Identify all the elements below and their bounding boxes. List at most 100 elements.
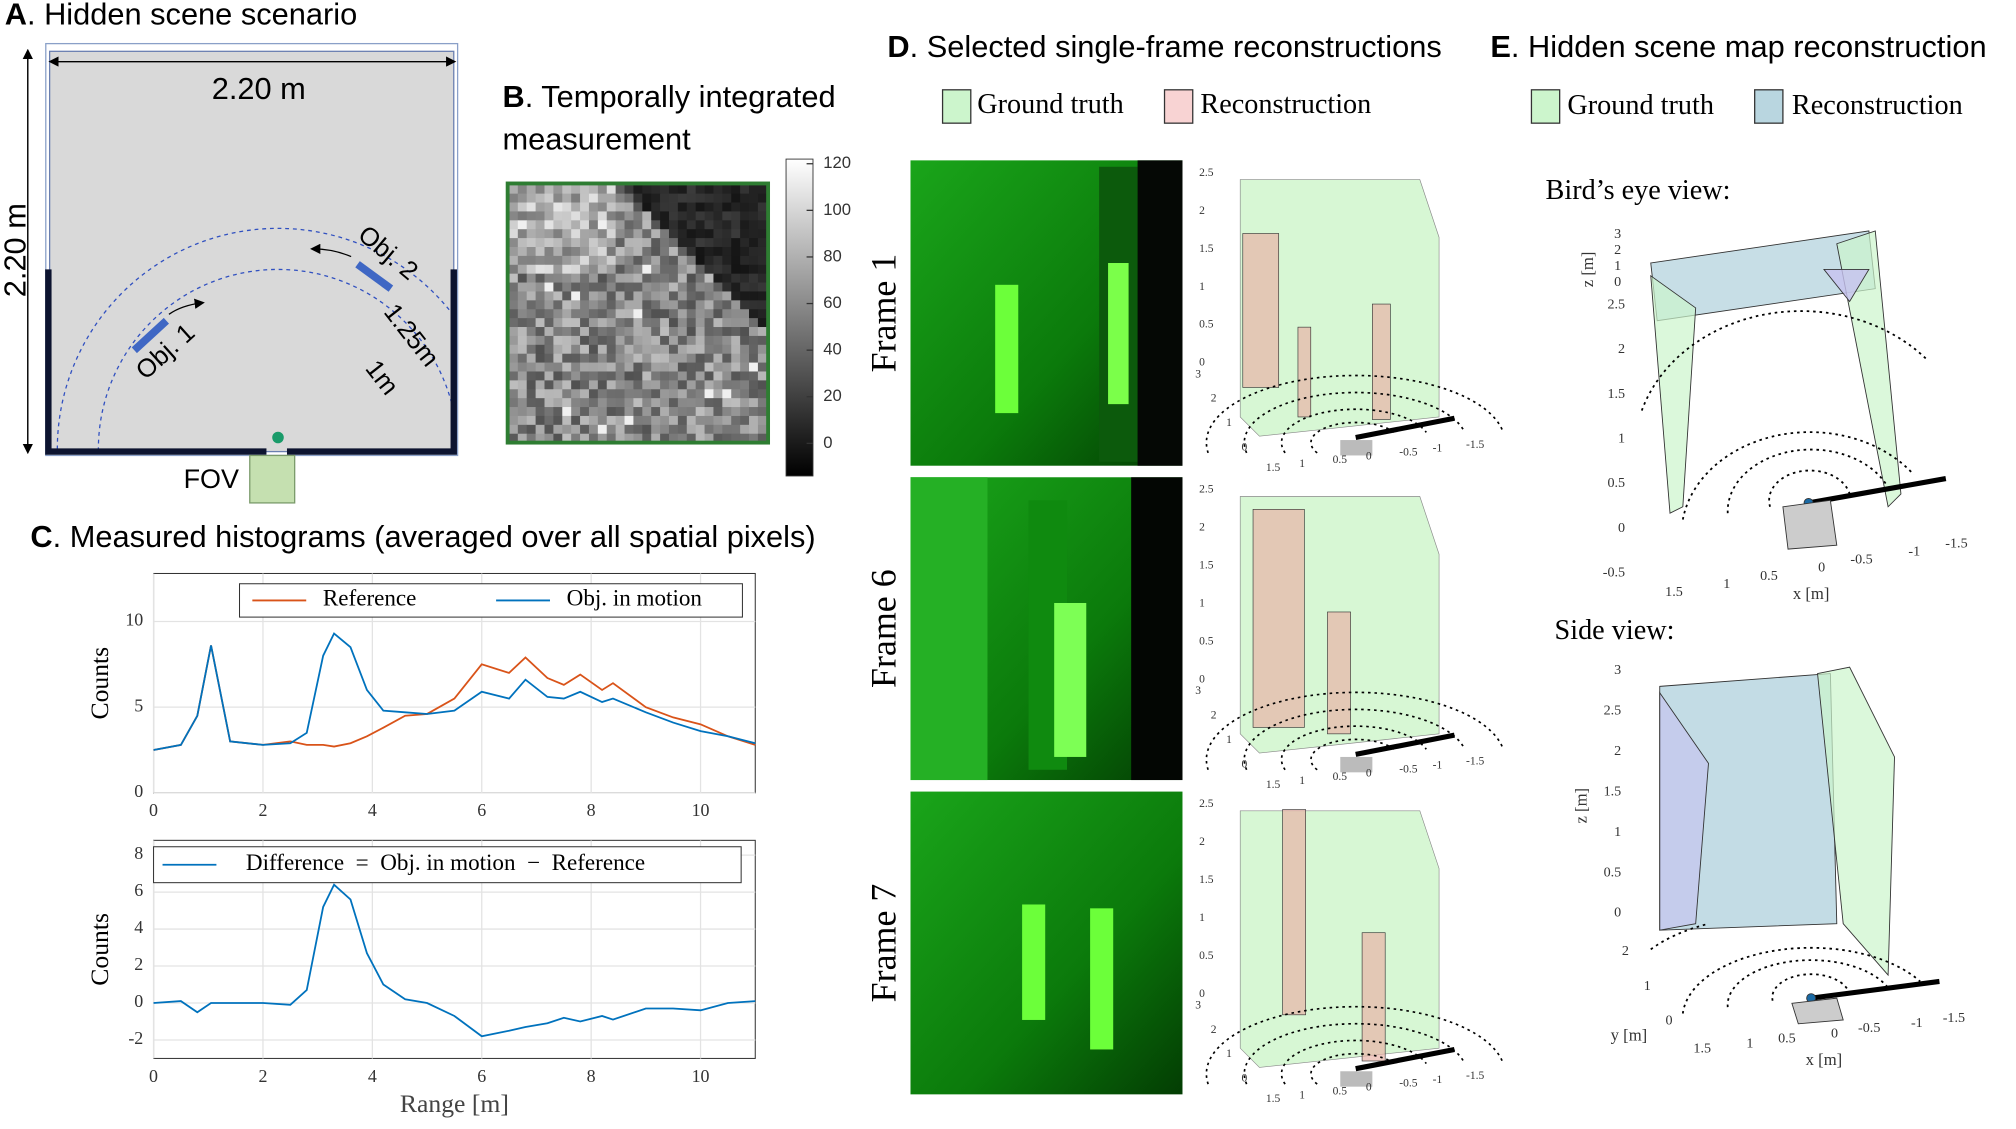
image-pixel [651,424,661,435]
image-pixel [704,184,714,195]
x-tick-label: 2 [258,800,267,820]
image-pixel [757,327,768,337]
image-pixel [544,238,554,248]
x-tick-label: 0 [1818,560,1825,576]
image-pixel [588,353,599,363]
y-tick-label: 0 [1241,758,1247,770]
image-pixel [749,193,759,203]
image-pixel [633,300,643,310]
range-arc [1243,708,1466,771]
image-pixel [713,300,723,310]
image-pixel [597,371,608,381]
y-tick-label: 5 [134,695,143,715]
image-pixel [624,229,634,239]
image-pixel [535,184,545,195]
image-pixel [660,220,670,230]
image-pixel [526,291,536,301]
image-pixel [508,415,519,426]
image-pixel [686,362,697,372]
legend-swatch [1530,89,1561,124]
image-pixel [677,220,688,230]
x-tick-label: 0.5 [1333,771,1348,783]
image-pixel [562,335,572,346]
y-tick-label: 8 [134,843,143,863]
image-pixel [615,398,625,408]
side-view-render [1650,666,1940,1025]
reconstructed-object [1242,233,1280,388]
view-label: Side view: [1555,615,1675,646]
image-pixel [597,335,608,346]
image-pixel [695,380,705,390]
image-pixel [740,291,750,301]
image-pixel [677,371,688,381]
image-pixel [553,371,563,381]
image-pixel [757,415,768,426]
image-pixel [740,255,750,266]
image-pixel [642,273,652,283]
image-pixel [713,193,723,203]
image-pixel [660,273,670,283]
image-pixel [740,300,750,310]
image-pixel [606,389,617,399]
image-pixel [526,246,536,257]
y-axis-label: Counts [85,913,114,986]
image-pixel [704,318,714,328]
x-axis-label: Range [m] [400,1089,509,1118]
z-tick-label: 2 [1614,743,1621,759]
image-pixel [571,371,581,381]
image-pixel [660,398,670,408]
image-pixel [749,238,759,248]
image-pixel [517,433,528,444]
image-pixel [660,300,670,310]
image-pixel [686,184,697,195]
image-pixel [615,344,625,355]
image-pixel [624,291,634,301]
image-border [505,181,771,445]
x-tick-label: 8 [587,1066,596,1086]
image-pixel [757,246,768,257]
image-pixel [526,184,536,195]
image-pixel [722,335,732,346]
image-pixel [606,398,617,408]
image-pixel [615,220,625,230]
x-tick-label: 4 [368,800,377,820]
image-pixel [624,309,634,319]
image-pixel [571,389,581,399]
image-pixel [588,184,599,195]
axis-label: x [m] [1806,1050,1843,1069]
image-pixel [713,229,723,239]
legend-label: Reconstruction [1200,89,1371,120]
image-pixel [713,371,723,381]
image-pixel [526,202,536,212]
image-pixel [668,264,679,275]
image-pixel [553,398,563,408]
image-pixel [580,327,590,337]
x-tick-label: -1 [1908,544,1920,560]
image-pixel [713,211,723,221]
image-pixel [660,264,670,275]
image-pixel [615,246,625,257]
y-tick-label: 2 [1211,710,1217,722]
image-pixel [651,300,661,310]
image-pixel [544,220,554,230]
image-pixel [731,433,741,444]
image-pixel [508,371,519,381]
image-pixel [731,300,741,310]
image-pixel [740,309,750,319]
image-pixel [660,327,670,337]
image-pixel [668,273,679,283]
image-pixel [686,220,697,230]
image-pixel [651,327,661,337]
image-pixel [517,300,528,310]
image-pixel [686,211,697,221]
image-pixel [722,291,732,301]
z-tick-label: -0.5 [1603,564,1625,580]
x-tick-label: 8 [587,800,596,820]
image-pixel [580,282,590,292]
image-pixel [597,344,608,355]
image-pixel [517,398,528,408]
y-tick-label: 0 [1241,441,1247,453]
image-pixel [749,255,759,266]
image-pixel [526,433,536,444]
z-tick-label: 1.5 [1199,874,1214,886]
